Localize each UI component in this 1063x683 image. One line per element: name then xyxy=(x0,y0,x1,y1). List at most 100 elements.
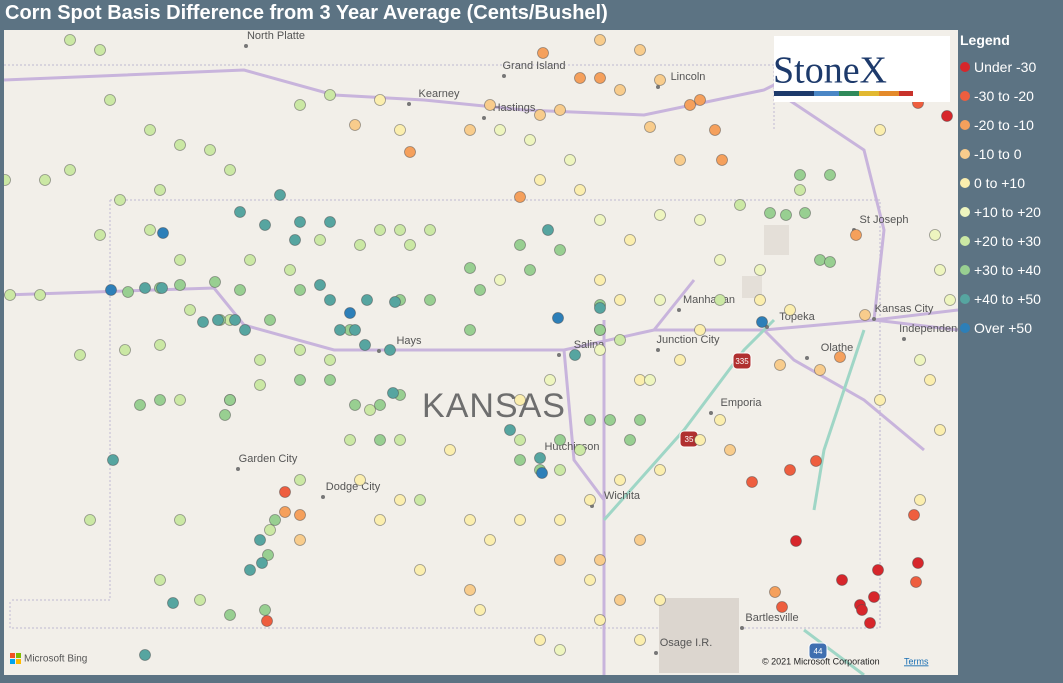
map-marker[interactable] xyxy=(594,302,606,314)
map-marker[interactable] xyxy=(239,324,251,336)
map-marker[interactable] xyxy=(354,239,366,251)
map-marker[interactable] xyxy=(859,309,871,321)
map-marker[interactable] xyxy=(614,294,626,306)
map-marker[interactable] xyxy=(714,414,726,426)
map-marker[interactable] xyxy=(864,617,876,629)
map-marker[interactable] xyxy=(254,534,266,546)
map-marker[interactable] xyxy=(514,514,526,526)
map-marker[interactable] xyxy=(384,344,396,356)
map-marker[interactable] xyxy=(414,494,426,506)
map-marker[interactable] xyxy=(644,374,656,386)
map-marker[interactable] xyxy=(464,124,476,136)
map-marker[interactable] xyxy=(868,591,880,603)
map-marker[interactable] xyxy=(536,467,548,479)
map-marker[interactable] xyxy=(674,354,686,366)
map-marker[interactable] xyxy=(374,399,386,411)
map-marker[interactable] xyxy=(374,224,386,236)
map-marker[interactable] xyxy=(624,434,636,446)
map-marker[interactable] xyxy=(39,174,51,186)
map-marker[interactable] xyxy=(107,454,119,466)
map-marker[interactable] xyxy=(914,354,926,366)
map-marker[interactable] xyxy=(374,94,386,106)
map-marker[interactable] xyxy=(834,351,846,363)
map-marker[interactable] xyxy=(694,94,706,106)
map-marker[interactable] xyxy=(154,574,166,586)
map-marker[interactable] xyxy=(122,286,134,298)
map-marker[interactable] xyxy=(94,44,106,56)
map-marker[interactable] xyxy=(387,387,399,399)
map-marker[interactable] xyxy=(504,424,516,436)
map-marker[interactable] xyxy=(294,216,306,228)
legend-item[interactable]: 0 to +10 xyxy=(960,168,1060,197)
map-marker[interactable] xyxy=(144,224,156,236)
map-marker[interactable] xyxy=(537,47,549,59)
map-marker[interactable] xyxy=(494,124,506,136)
map-marker[interactable] xyxy=(850,229,862,241)
map-marker[interactable] xyxy=(279,506,291,518)
map-marker[interactable] xyxy=(64,34,76,46)
map-marker[interactable] xyxy=(941,110,953,122)
map-marker[interactable] xyxy=(944,294,956,306)
map-marker[interactable] xyxy=(349,119,361,131)
map-marker[interactable] xyxy=(324,89,336,101)
map-marker[interactable] xyxy=(774,359,786,371)
map-marker[interactable] xyxy=(574,184,586,196)
map-marker[interactable] xyxy=(284,264,296,276)
map-marker[interactable] xyxy=(294,99,306,111)
map-marker[interactable] xyxy=(574,444,586,456)
map-marker[interactable] xyxy=(344,307,356,319)
map-marker[interactable] xyxy=(244,564,256,576)
map-marker[interactable] xyxy=(4,174,11,186)
map-marker[interactable] xyxy=(614,334,626,346)
map-marker[interactable] xyxy=(474,284,486,296)
map-marker[interactable] xyxy=(464,584,476,596)
legend-item[interactable]: +20 to +30 xyxy=(960,226,1060,255)
map-marker[interactable] xyxy=(769,586,781,598)
map-marker[interactable] xyxy=(394,494,406,506)
map-marker[interactable] xyxy=(424,294,436,306)
map-marker[interactable] xyxy=(209,276,221,288)
map-marker[interactable] xyxy=(542,224,554,236)
legend-item[interactable]: -10 to 0 xyxy=(960,139,1060,168)
map-marker[interactable] xyxy=(244,254,256,266)
map-marker[interactable] xyxy=(156,282,168,294)
map-marker[interactable] xyxy=(872,564,884,576)
map-marker[interactable] xyxy=(514,454,526,466)
map-marker[interactable] xyxy=(908,509,920,521)
map-marker[interactable] xyxy=(374,434,386,446)
map-marker[interactable] xyxy=(114,194,126,206)
map-marker[interactable] xyxy=(264,314,276,326)
map-marker[interactable] xyxy=(259,604,271,616)
map-marker[interactable] xyxy=(212,314,224,326)
map-marker[interactable] xyxy=(694,434,706,446)
map-marker[interactable] xyxy=(534,109,546,121)
map-marker[interactable] xyxy=(294,509,306,521)
map-marker[interactable] xyxy=(634,44,646,56)
map-marker[interactable] xyxy=(144,124,156,136)
map-marker[interactable] xyxy=(204,144,216,156)
map-marker[interactable] xyxy=(364,404,376,416)
map-marker[interactable] xyxy=(554,434,566,446)
map-marker[interactable] xyxy=(324,216,336,228)
map-marker[interactable] xyxy=(594,554,606,566)
map-marker[interactable] xyxy=(780,209,792,221)
map-marker[interactable] xyxy=(614,594,626,606)
map-marker[interactable] xyxy=(594,34,606,46)
map-marker[interactable] xyxy=(694,324,706,336)
map-marker[interactable] xyxy=(734,199,746,211)
map-marker[interactable] xyxy=(314,279,326,291)
map-marker[interactable] xyxy=(716,154,728,166)
map-marker[interactable] xyxy=(594,72,606,84)
map-marker[interactable] xyxy=(514,191,526,203)
map-marker[interactable] xyxy=(324,374,336,386)
map-marker[interactable] xyxy=(256,557,268,569)
map-marker[interactable] xyxy=(464,514,476,526)
map-marker[interactable] xyxy=(474,604,486,616)
map-marker[interactable] xyxy=(157,227,169,239)
map-marker[interactable] xyxy=(824,256,836,268)
map-marker[interactable] xyxy=(294,284,306,296)
map-marker[interactable] xyxy=(74,349,86,361)
map-marker[interactable] xyxy=(614,474,626,486)
map-marker[interactable] xyxy=(654,464,666,476)
map-marker[interactable] xyxy=(634,414,646,426)
